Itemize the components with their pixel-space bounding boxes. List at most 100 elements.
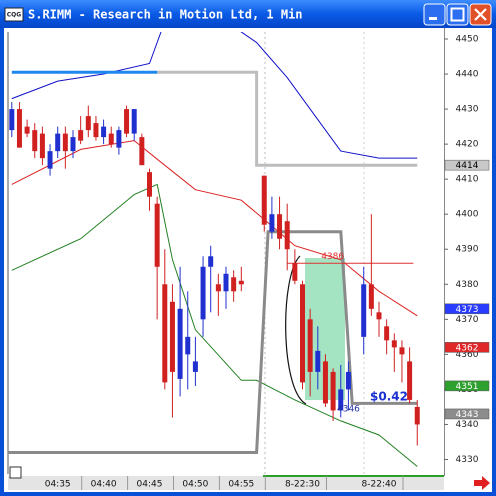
candle-body — [315, 350, 321, 372]
candle-body — [192, 361, 198, 372]
candle-body — [9, 109, 15, 131]
y-tick-label: 4450 — [456, 35, 479, 45]
candle-body — [85, 116, 91, 131]
candle-body — [185, 336, 191, 355]
candle-body — [238, 280, 244, 285]
minimize-button[interactable] — [423, 3, 446, 26]
candle-body — [231, 277, 237, 292]
candle-body — [55, 133, 61, 152]
x-tick-label: 04:50 — [182, 480, 208, 490]
candle-body — [330, 371, 336, 411]
candle-body — [261, 175, 267, 225]
overlay-line — [11, 140, 418, 317]
price-marker-label: 4351 — [456, 382, 479, 392]
price-marker — [444, 159, 490, 171]
candle-body — [24, 126, 30, 134]
overlay-line — [11, 32, 418, 159]
level-label: 4346 — [337, 405, 360, 415]
price-marker — [444, 380, 490, 392]
candle-body — [391, 340, 397, 348]
candle-body — [269, 214, 275, 232]
overlay-line — [157, 70, 418, 167]
price-marker — [444, 342, 490, 353]
candle-body — [154, 203, 160, 267]
close-button[interactable] — [469, 3, 492, 26]
candle-body — [116, 130, 122, 148]
candle-body — [322, 361, 328, 404]
candle-body — [223, 273, 229, 292]
price-marker — [444, 408, 490, 420]
candle-body — [47, 151, 53, 169]
title-bar — [0, 0, 496, 28]
candle-body — [361, 284, 367, 337]
y-tick-label: 4360 — [456, 350, 479, 360]
corner-box[interactable] — [9, 466, 22, 479]
price-marker-label: 4373 — [456, 305, 479, 315]
candle-body — [162, 284, 168, 383]
y-tick-label: 4420 — [456, 140, 479, 150]
window-title: S.RIMM - Research in Motion Ltd, 1 Min — [28, 8, 303, 22]
x-tick-label: 8-22:30 — [285, 480, 320, 490]
candle-body — [399, 347, 405, 355]
y-tick-label: 4430 — [456, 105, 479, 115]
y-tick-label: 4380 — [456, 280, 479, 290]
candle-body — [368, 284, 374, 309]
x-axis-strip — [8, 476, 444, 490]
x-tick-label: 04:40 — [91, 480, 117, 490]
candle-body — [338, 389, 344, 411]
candle-body — [39, 133, 45, 159]
candle-body — [131, 109, 137, 134]
candle-body — [292, 263, 298, 281]
y-tick-label: 4400 — [456, 210, 479, 220]
maximize-button[interactable] — [446, 3, 469, 26]
candle-body — [215, 284, 221, 292]
y-tick-label: 4390 — [456, 245, 479, 255]
candle-body — [407, 361, 413, 400]
overlay-line — [11, 183, 418, 467]
price-marker-label: 4362 — [456, 343, 479, 353]
candle-body — [284, 221, 290, 250]
app-icon — [4, 7, 24, 22]
candle-body — [139, 137, 145, 166]
candle-body — [177, 308, 183, 379]
candle-body — [414, 406, 420, 425]
candle-body — [277, 214, 283, 239]
annotation: $0.42 — [370, 390, 408, 404]
x-tick-label: 8-22:40 — [362, 480, 397, 490]
overlay-line — [8, 230, 418, 454]
candle-body — [70, 137, 76, 152]
candle-body — [376, 312, 382, 320]
candle-body — [16, 109, 22, 148]
candle-body — [78, 130, 84, 141]
candle-body — [384, 326, 390, 341]
x-tick-label: 04:55 — [228, 480, 254, 490]
candle-body — [147, 172, 152, 197]
level-label: 4386 — [321, 252, 344, 262]
candle-body — [93, 123, 99, 138]
scroll-right-arrow[interactable] — [474, 476, 490, 490]
candle-body — [169, 301, 175, 372]
y-tick-label: 4440 — [456, 70, 479, 80]
candle-body — [124, 109, 130, 134]
x-tick-label: 04:45 — [137, 480, 163, 490]
price-marker-label: 4414 — [456, 161, 479, 171]
y-tick-label: 4330 — [456, 455, 479, 465]
candle-body — [101, 126, 107, 138]
candle-body — [200, 266, 206, 320]
candle-body — [62, 133, 68, 152]
candle-body — [32, 130, 38, 152]
y-tick-label: 4370 — [456, 315, 479, 325]
chart-panel — [4, 28, 492, 492]
app-icon-text: CQG — [7, 12, 22, 19]
plot-area — [8, 32, 420, 467]
candle-body — [307, 319, 313, 372]
y-tick-label: 4340 — [456, 420, 479, 430]
candle-body — [345, 371, 351, 390]
candle-body — [300, 284, 305, 383]
candle-body — [108, 133, 114, 145]
candle-body — [208, 256, 214, 267]
x-tick-label: 04:35 — [45, 480, 71, 490]
price-marker-label: 4343 — [456, 410, 479, 420]
